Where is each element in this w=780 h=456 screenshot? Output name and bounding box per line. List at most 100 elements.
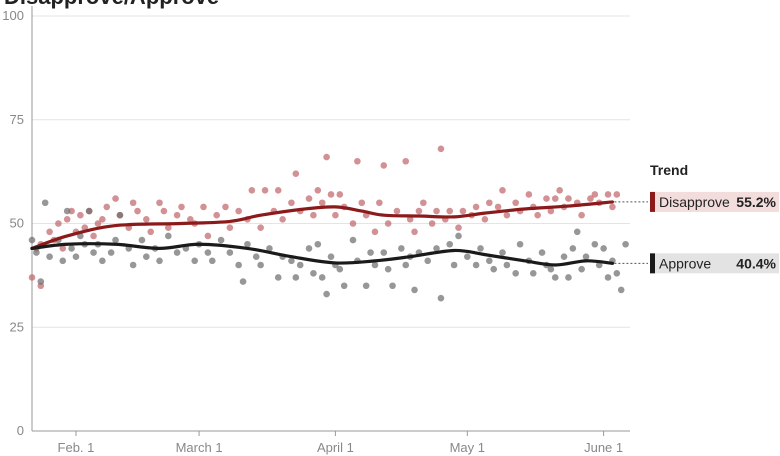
approve-trend-line [30,242,615,267]
disapprove-legend-value: 55.2% [736,194,776,210]
approve-poll-point [516,240,524,248]
disapprove-poll-point [485,199,493,207]
disapprove-poll-point [94,220,102,227]
disapprove-poll-point [547,207,555,215]
approve-poll-point [217,236,225,244]
approve-poll-point [244,240,251,248]
disapprove-legend-swatch [650,191,655,212]
approve-poll-point [239,278,247,285]
approve-poll-point [59,257,67,265]
approve-poll-point [529,270,537,277]
disapprove-poll-point [415,207,423,215]
disapprove-trend-line [30,200,615,250]
disapprove-poll-point [512,199,519,207]
approve-poll-point [569,245,577,252]
approve-poll-point [318,274,326,281]
disapprove-poll-point [186,216,194,223]
disapprove-poll-point [134,207,141,215]
disapprove-poll-point [147,228,155,236]
approve-poll-point [46,253,53,260]
disapprove-poll-point [349,220,357,227]
approve-poll-point [85,207,93,215]
disapprove-poll-point [551,195,559,202]
disapprove-poll-point [613,191,621,198]
disapprove-poll-point [288,199,295,207]
disapprove-poll-point [112,195,119,202]
disapprove-poll-point [446,207,454,215]
approve-poll-point [116,211,124,219]
disapprove-poll-point [99,216,106,223]
approve-poll-point [99,257,106,265]
disapprove-poll-point [55,220,62,227]
approve-poll-point [143,253,150,260]
x-tick-label: May 1 [450,440,485,455]
approve-poll-point [362,282,370,290]
disapprove-poll-point [261,187,269,194]
disapprove-poll-point [222,203,229,211]
disapprove-poll-point [274,187,282,194]
disapprove-poll-point [59,245,67,252]
approve-poll-point [499,249,506,256]
approve-poll-point [90,249,97,256]
disapprove-poll-point [565,195,572,202]
approve-poll-point [472,261,480,269]
approve-poll-point [591,240,599,248]
approve-poll-point [107,249,115,256]
disapprove-poll-point [578,211,585,219]
approve-poll-point [582,253,590,260]
approve-poll-point [578,265,585,273]
approve-poll-point [446,240,454,248]
disapprove-poll-point [318,199,326,207]
approve-poll-point [208,257,216,265]
approve-poll-point [72,253,80,260]
approve-poll-point [538,249,546,256]
disapprove-poll-point [63,216,71,223]
disapprove-poll-point [376,199,383,207]
disapprove-poll-point [411,228,418,236]
disapprove-poll-point [455,224,462,231]
disapprove-poll-point [156,199,163,207]
disapprove-poll-point [28,274,36,281]
approve-poll-point [296,261,304,269]
approve-poll-point [305,245,313,252]
approve-poll-point [191,257,198,265]
disapprove-poll-point [380,162,388,169]
disapprove-poll-point [226,224,234,231]
disapprove-poll-point [279,216,286,223]
approve-poll-point [600,245,607,252]
disapprove-poll-point [437,145,445,153]
disapprove-poll-point [310,211,317,219]
disapprove-poll-point [428,220,436,227]
approve-poll-point [63,207,71,215]
approve-legend-swatch [650,253,655,274]
approve-poll-point [560,253,568,260]
approve-poll-point [257,261,264,269]
approve-poll-point [490,265,497,273]
approve-poll-point [33,249,40,256]
disapprove-poll-point [587,195,594,202]
disapprove-poll-point [371,228,379,236]
y-tick-label: 25 [10,319,24,334]
disapprove-poll-point [257,224,264,231]
disapprove-poll-point [327,191,335,198]
approve-poll-point [424,257,432,265]
disapprove-poll-point [332,211,339,219]
disapprove-poll-point [103,203,111,211]
disapprove-poll-point [503,211,511,219]
x-tick-label: April 1 [317,440,354,455]
approve-poll-point [310,270,317,277]
approve-poll-point [547,265,555,273]
approve-poll-point [512,270,519,277]
approve-poll-point [327,253,335,260]
disapprove-poll-point [604,191,612,198]
disapprove-poll-point [534,211,541,219]
disapprove-poll-point [494,203,502,211]
disapprove-poll-point [336,191,344,198]
disapprove-poll-point [143,216,150,223]
approve-poll-point [622,240,629,248]
approve-poll-point [68,245,75,252]
disapprove-poll-point [90,232,97,240]
approve-poll-point [165,232,172,240]
disapprove-poll-point [204,232,212,240]
disapprove-poll-point [384,220,392,227]
